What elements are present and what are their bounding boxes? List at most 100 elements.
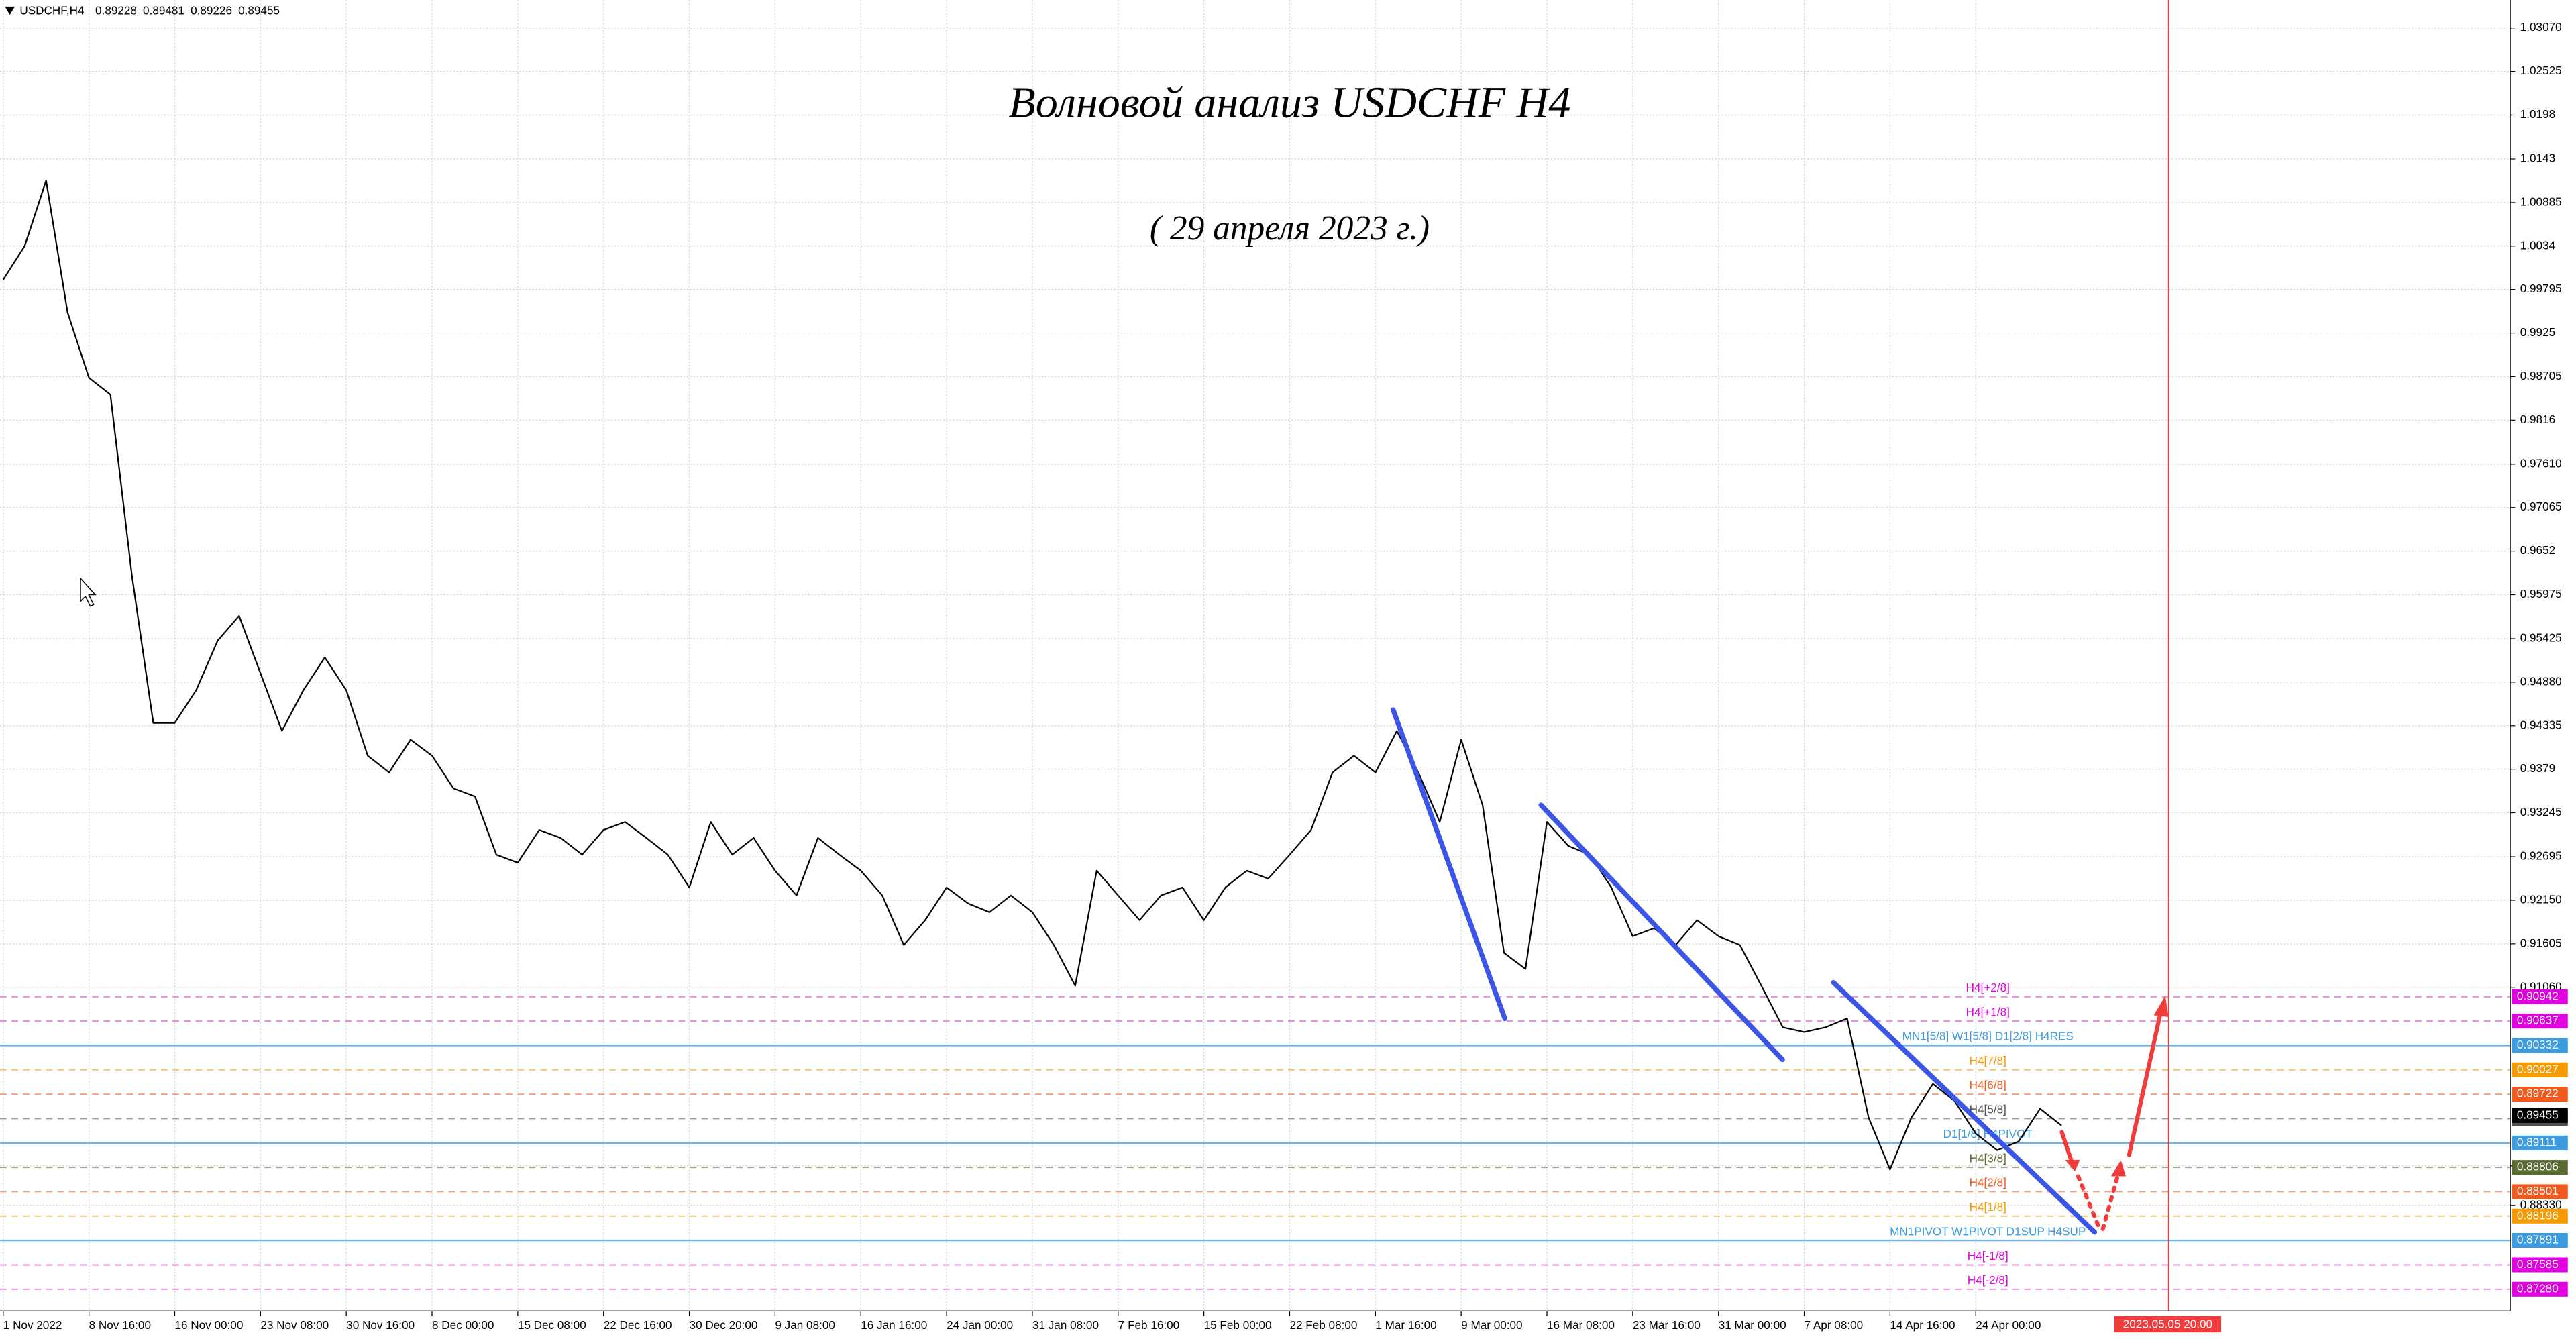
chart-subtitle: ( 29 апреля 2023 г.)	[1150, 209, 1430, 248]
level-price-box	[2512, 1160, 2568, 1175]
price	[2, 180, 2062, 1171]
x-tick-label: 30 Nov 16:00	[346, 1318, 415, 1332]
level-price: 0.90942	[2517, 989, 2559, 1002]
level-name: H4[-1/8]	[1968, 1249, 2008, 1263]
level-price-box	[2512, 1014, 2568, 1029]
level-price-box	[2512, 1062, 2568, 1077]
y-tick-label: 0.95975	[2520, 587, 2562, 600]
level-price: 0.89111	[2517, 1135, 2557, 1148]
level-name: MN1PIVOT W1PIVOT D1SUP H4SUP	[1890, 1224, 2086, 1238]
y-tick-label: 1.02525	[2520, 64, 2562, 77]
y-tick-label: 0.99795	[2520, 282, 2562, 295]
x-tick-label: 24 Jan 00:00	[947, 1318, 1013, 1332]
y-tick-label: 0.91605	[2520, 936, 2562, 949]
grid	[0, 0, 2511, 1311]
arrow-head	[2153, 996, 2169, 1017]
y-tick-label: 0.9652	[2520, 543, 2555, 557]
y-tick-label: 0.92695	[2520, 849, 2562, 863]
ohlc-close: 0.89455	[238, 4, 280, 17]
wave-drawing	[1391, 707, 2098, 1235]
level-price-box	[2512, 1208, 2568, 1224]
x-tick-label: 7 Apr 08:00	[1805, 1318, 1864, 1332]
x-tick-label: 31 Jan 08:00	[1032, 1318, 1099, 1332]
level-price-box	[2512, 989, 2568, 1004]
level-name: H4[1/8]	[1970, 1200, 2006, 1214]
y-tick-label: 0.9816	[2520, 413, 2555, 426]
level-price-box	[2512, 1038, 2568, 1053]
level-price: 0.87280	[2517, 1281, 2559, 1295]
x-tick-label: 8 Nov 16:00	[89, 1318, 151, 1332]
y-tick-label: 1.0034	[2520, 238, 2556, 252]
arrow	[2100, 1174, 2120, 1231]
x-tick-label: 8 Dec 00:00	[432, 1318, 494, 1332]
x-tick-label: 16 Nov 00:00	[174, 1318, 243, 1332]
level-price: 0.88196	[2517, 1208, 2559, 1222]
level-name: H4[+2/8]	[1966, 981, 2010, 994]
y-tick-label: 1.00885	[2520, 195, 2562, 208]
y-tick-label: 0.95425	[2520, 631, 2562, 645]
arrow-head	[2110, 1160, 2126, 1177]
y-tick-label: 1.03070	[2520, 20, 2562, 34]
x-tick-label: 23 Nov 08:00	[260, 1318, 329, 1332]
level-price: 0.90637	[2517, 1014, 2559, 1027]
level-price: 0.90027	[2517, 1062, 2559, 1075]
time-label: 2023.05.05 20:00	[2123, 1318, 2212, 1331]
x-tick-label: 22 Feb 08:00	[1289, 1318, 1357, 1332]
levels: H4[+2/8] H4[+1/8] MN1[5/8] W1[5/8] D1[2/8]…	[0, 981, 2511, 1290]
level-name: H4[7/8]	[1970, 1054, 2006, 1067]
wave-line	[1538, 802, 1785, 1063]
level-price-box	[2512, 1233, 2568, 1248]
y-tick-label: 0.9925	[2520, 325, 2555, 339]
y-tick-label: 0.92150	[2520, 892, 2562, 906]
level-price-box	[2512, 1135, 2568, 1150]
arrow-head	[2065, 1160, 2080, 1172]
level-price: 0.87585	[2517, 1257, 2559, 1271]
level-price-box	[2512, 1257, 2568, 1273]
x-tick-label: 1 Mar 16:00	[1375, 1318, 1436, 1332]
x-tick-label: 7 Feb 16:00	[1118, 1318, 1179, 1332]
x-tick-label: 9 Jan 08:00	[775, 1318, 835, 1332]
x-tick-label: 31 Mar 00:00	[1719, 1318, 1786, 1332]
wave-line	[1831, 979, 2098, 1235]
level-name: MN1[5/8] W1[5/8] D1[2/8] H4RES	[1902, 1030, 2074, 1043]
y-tick-label: 0.94880	[2520, 674, 2562, 688]
y-tick-label: 0.97065	[2520, 500, 2562, 513]
x-tick-label: 16 Mar 08:00	[1547, 1318, 1615, 1332]
level-price: 0.88806	[2517, 1160, 2559, 1173]
level-name: H4[-2/8]	[1968, 1273, 2008, 1287]
price-line	[2, 180, 2062, 1171]
level-name: D1[1/8] H4PIVOT	[1943, 1127, 2033, 1140]
level-price: 0.89722	[2517, 1087, 2559, 1100]
x-tick-label: 30 Dec 20:00	[690, 1318, 758, 1332]
level-price-box	[2512, 1087, 2568, 1102]
level-name: H4[3/8]	[1970, 1151, 2006, 1165]
x-tick-label: 15 Feb 00:00	[1204, 1318, 1272, 1332]
x-tick-label: 16 Jan 16:00	[861, 1318, 927, 1332]
ohlc-low: 0.89226	[191, 4, 232, 17]
cursor	[80, 577, 97, 607]
level-name: H4[+1/8]	[1966, 1005, 2010, 1018]
arrow	[2059, 1130, 2074, 1164]
x-tick-label: 14 Apr 16:00	[1890, 1318, 1955, 1332]
arrow	[2127, 1012, 2163, 1157]
y-tick-label: 1.0143	[2520, 152, 2555, 165]
level-price: 0.87891	[2517, 1233, 2559, 1246]
level-name: H4[5/8]	[1970, 1103, 2006, 1116]
y-tick-label: 0.88330	[2520, 1197, 2562, 1211]
level-price-box	[2512, 1281, 2568, 1297]
symbol: USDCHF,H4	[19, 4, 85, 17]
x-tick-label: 23 Mar 16:00	[1633, 1318, 1701, 1332]
forecast-arrows	[2059, 996, 2169, 1231]
level-price: 0.88501	[2517, 1184, 2559, 1197]
level-name: H4[2/8]	[1970, 1176, 2006, 1189]
menu-arrow	[5, 6, 15, 15]
ohlc-high: 0.89481	[143, 4, 184, 17]
x-tick-label: 22 Dec 16:00	[604, 1318, 672, 1332]
y-tick-label: 0.93245	[2520, 805, 2562, 818]
y-tick-label: 0.9379	[2520, 761, 2555, 775]
y-tick-label: 0.94335	[2520, 718, 2562, 731]
y-tick-label: 0.98705	[2520, 369, 2562, 382]
current-price: 0.89455	[2517, 1108, 2559, 1121]
current-price-box	[2512, 1108, 2568, 1123]
